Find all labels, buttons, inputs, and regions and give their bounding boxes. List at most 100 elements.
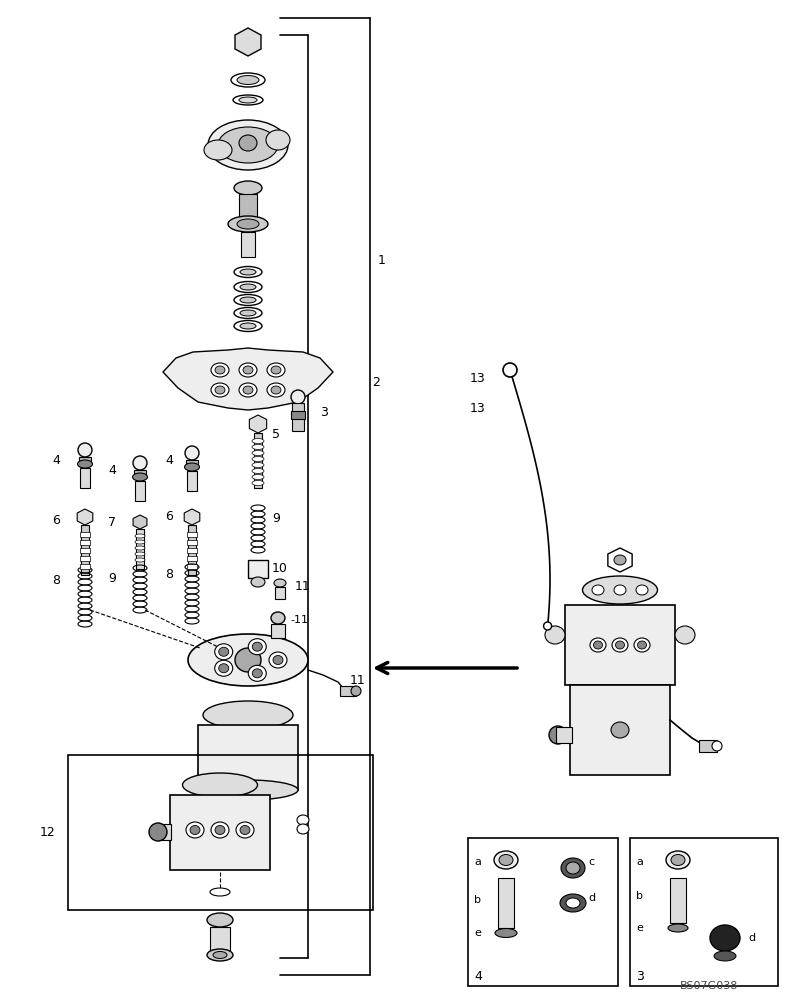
Bar [248, 560, 268, 578]
Text: e: e [636, 923, 643, 933]
Text: 9: 9 [108, 572, 116, 584]
Text: 1: 1 [378, 253, 386, 266]
Ellipse shape [543, 622, 551, 630]
Text: 5: 5 [272, 428, 280, 442]
Text: a: a [474, 857, 481, 867]
Bar [498, 878, 514, 928]
Ellipse shape [235, 648, 261, 672]
Text: b: b [474, 895, 481, 905]
Text: 8: 8 [52, 574, 60, 586]
Bar [565, 605, 675, 685]
Ellipse shape [219, 664, 229, 673]
Ellipse shape [207, 913, 233, 927]
Ellipse shape [271, 612, 285, 624]
Ellipse shape [234, 266, 262, 277]
Bar [239, 194, 257, 222]
Text: b: b [636, 891, 643, 901]
Bar [291, 411, 305, 419]
Ellipse shape [210, 888, 230, 896]
Ellipse shape [211, 363, 229, 377]
Bar [187, 540, 197, 545]
Ellipse shape [215, 826, 225, 834]
Bar [188, 525, 196, 575]
Bar [186, 460, 198, 466]
Ellipse shape [228, 216, 268, 232]
Polygon shape [249, 415, 267, 433]
Ellipse shape [634, 638, 650, 652]
Ellipse shape [188, 634, 308, 686]
Ellipse shape [560, 894, 586, 912]
Ellipse shape [253, 669, 262, 678]
Text: a: a [636, 857, 643, 867]
Text: 8: 8 [165, 568, 173, 580]
Ellipse shape [234, 308, 262, 318]
Ellipse shape [243, 366, 253, 374]
Polygon shape [608, 548, 632, 572]
Ellipse shape [219, 647, 229, 656]
Ellipse shape [252, 462, 264, 468]
Ellipse shape [215, 644, 233, 660]
Ellipse shape [710, 925, 740, 951]
Ellipse shape [671, 854, 685, 865]
Ellipse shape [495, 928, 517, 938]
Ellipse shape [636, 585, 648, 595]
Bar [187, 556, 197, 561]
Text: -11: -11 [290, 615, 308, 625]
Ellipse shape [566, 898, 580, 908]
Ellipse shape [231, 73, 265, 87]
Ellipse shape [712, 741, 722, 751]
Text: 3: 3 [320, 406, 328, 420]
Text: 9: 9 [272, 512, 280, 524]
Ellipse shape [668, 924, 688, 932]
Ellipse shape [132, 473, 147, 481]
Ellipse shape [611, 722, 629, 738]
Text: d: d [748, 933, 755, 943]
Ellipse shape [236, 822, 254, 838]
Text: 11: 11 [295, 580, 310, 593]
Ellipse shape [204, 140, 232, 160]
Ellipse shape [185, 463, 200, 471]
Bar [198, 725, 298, 790]
Ellipse shape [234, 320, 262, 332]
Text: d: d [588, 893, 595, 903]
Ellipse shape [241, 36, 255, 48]
Bar [80, 564, 90, 569]
Bar [292, 403, 304, 431]
Polygon shape [163, 348, 333, 410]
Ellipse shape [240, 297, 256, 303]
Ellipse shape [237, 219, 259, 229]
Text: 2: 2 [372, 375, 380, 388]
Ellipse shape [494, 851, 518, 869]
Ellipse shape [714, 951, 736, 961]
Ellipse shape [271, 386, 281, 394]
Ellipse shape [190, 826, 200, 834]
Bar [170, 795, 270, 870]
Polygon shape [185, 509, 200, 525]
Ellipse shape [239, 363, 257, 377]
Ellipse shape [503, 363, 517, 377]
Text: e: e [474, 928, 481, 938]
Ellipse shape [253, 642, 262, 651]
Bar [556, 727, 572, 743]
Bar [79, 457, 91, 463]
Bar [210, 927, 230, 955]
Ellipse shape [215, 366, 225, 374]
Ellipse shape [269, 652, 287, 668]
Ellipse shape [240, 284, 256, 290]
Ellipse shape [248, 639, 266, 655]
Bar [275, 587, 285, 599]
Text: 3: 3 [636, 970, 644, 982]
Ellipse shape [297, 824, 309, 834]
Ellipse shape [499, 854, 513, 865]
Text: 6: 6 [165, 510, 173, 524]
Ellipse shape [267, 363, 285, 377]
Ellipse shape [274, 579, 286, 587]
Ellipse shape [252, 468, 264, 474]
Ellipse shape [252, 438, 264, 444]
Bar [135, 481, 145, 501]
Ellipse shape [666, 851, 690, 869]
Text: 13: 13 [470, 401, 485, 414]
Ellipse shape [592, 585, 604, 595]
Ellipse shape [215, 660, 233, 676]
Ellipse shape [208, 120, 288, 170]
